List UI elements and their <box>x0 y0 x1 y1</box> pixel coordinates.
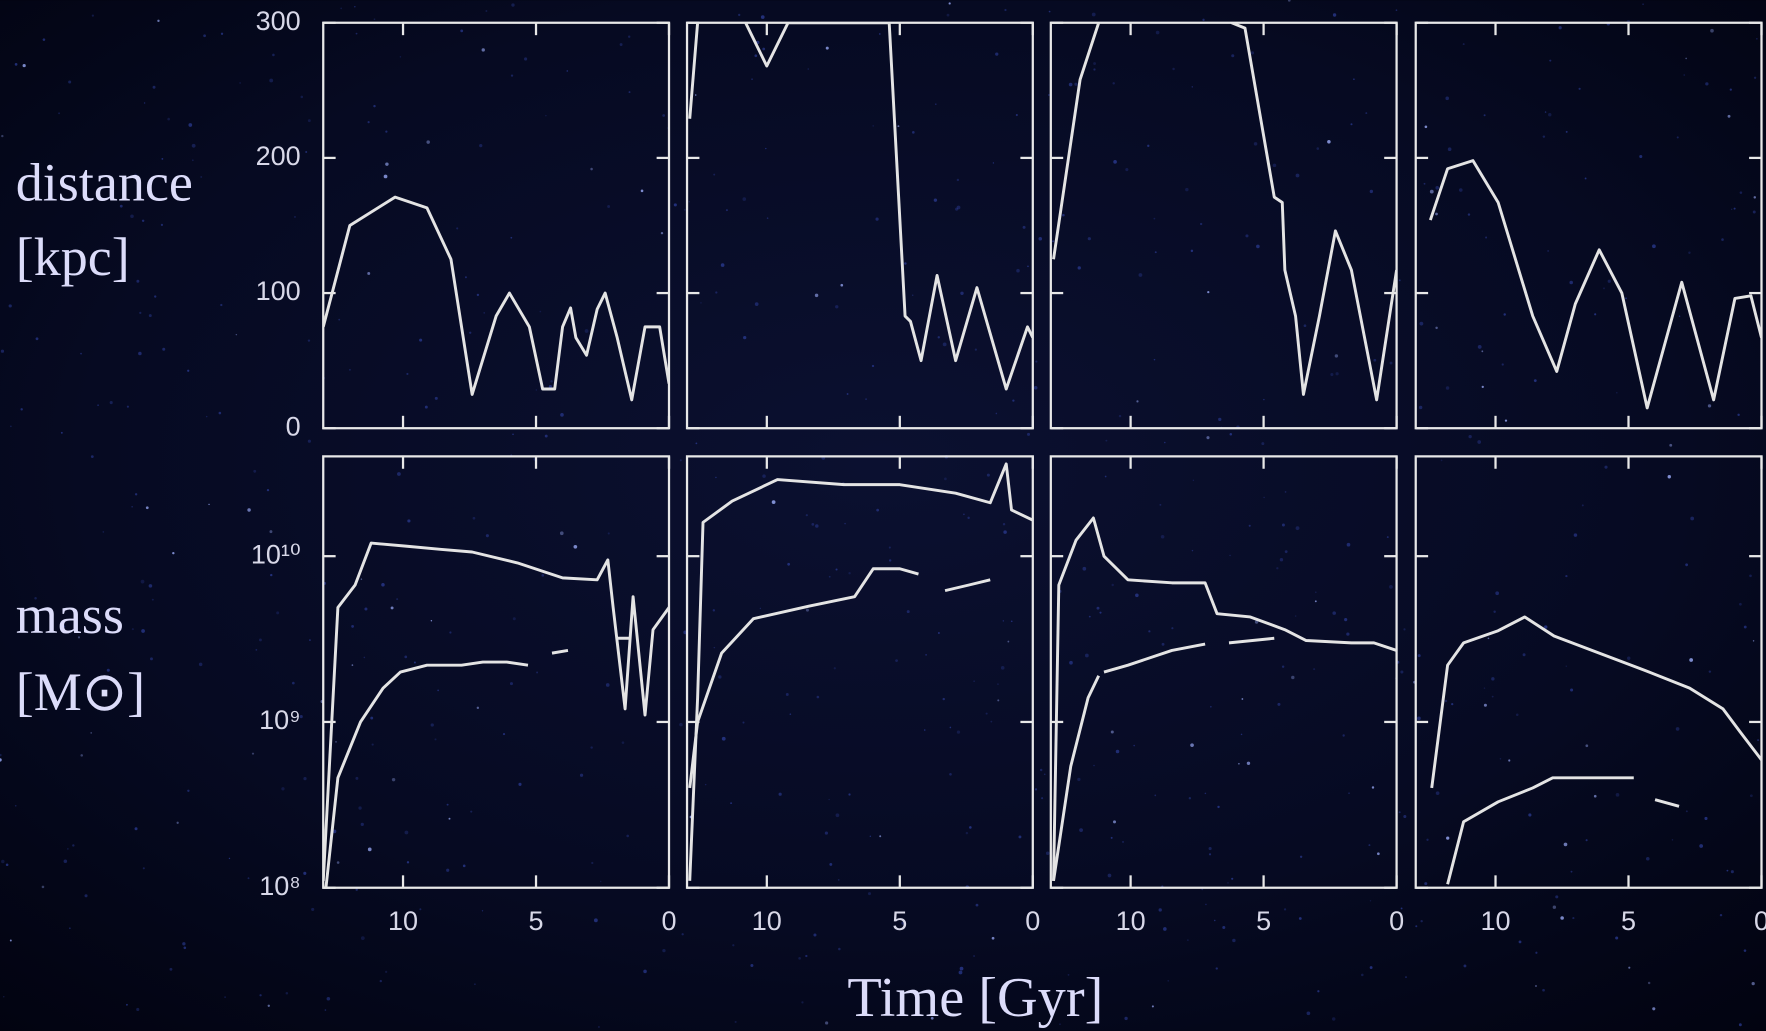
x-tick-label: 5 <box>892 906 907 936</box>
plot-frame <box>1049 21 1398 430</box>
x-tick-label: 5 <box>1256 906 1271 936</box>
data-line <box>688 462 1033 881</box>
y-tick-label: 200 <box>256 141 301 171</box>
row-label: mass <box>16 585 124 645</box>
x-tick-label: 10 <box>752 906 782 936</box>
y-tick-label: 100 <box>256 276 301 306</box>
plot-frame <box>1049 455 1398 889</box>
data-line <box>688 22 1033 391</box>
panel: 10 5 0 <box>1049 455 1404 936</box>
x-tick-label: 0 <box>661 906 676 936</box>
y-tick-label: 0 <box>286 411 301 441</box>
x-tick-label: 5 <box>1621 906 1636 936</box>
panel <box>1414 21 1763 430</box>
x-tick-label: 0 <box>1389 906 1404 936</box>
y-tick-label: 10¹⁰ <box>251 539 301 569</box>
x-tick-label: 5 <box>529 906 544 936</box>
panel: 0 100 200 300 <box>256 6 671 441</box>
x-axis-label: Time [Gyr] <box>847 967 1103 1029</box>
data-line <box>323 541 670 881</box>
row-label: [kpc] <box>16 227 130 287</box>
panel <box>685 21 1034 430</box>
x-tick-label: 10 <box>1480 906 1510 936</box>
data-line <box>323 195 670 402</box>
row-label: distance <box>16 153 193 213</box>
y-tick-label: 10⁹ <box>259 705 301 735</box>
panel: 10 5 0 <box>1414 455 1766 936</box>
data-line <box>1052 22 1397 402</box>
panel: 10⁸ 10⁹ 10¹⁰ 10 5 0 <box>251 455 677 936</box>
plot-frame <box>1414 21 1763 430</box>
x-tick-label: 10 <box>1116 906 1146 936</box>
row-label: [M⊙] <box>16 662 145 722</box>
y-tick-label: 300 <box>256 6 301 36</box>
plot-frame <box>322 455 671 889</box>
data-line <box>1052 516 1397 881</box>
x-tick-label: 0 <box>1025 906 1040 936</box>
plot-frame <box>322 21 671 430</box>
data-line <box>324 636 630 888</box>
data-line <box>1052 636 1275 882</box>
data-line <box>688 567 991 789</box>
plot-frame <box>685 455 1034 889</box>
x-tick-label: 0 <box>1754 906 1766 936</box>
panel: 10 5 0 <box>685 455 1040 936</box>
data-line <box>1428 159 1762 410</box>
data-line <box>1430 615 1762 789</box>
panel <box>1049 21 1398 430</box>
x-tick-label: 10 <box>388 906 418 936</box>
plot-frame <box>1414 455 1763 889</box>
y-tick-label: 10⁸ <box>259 871 300 901</box>
